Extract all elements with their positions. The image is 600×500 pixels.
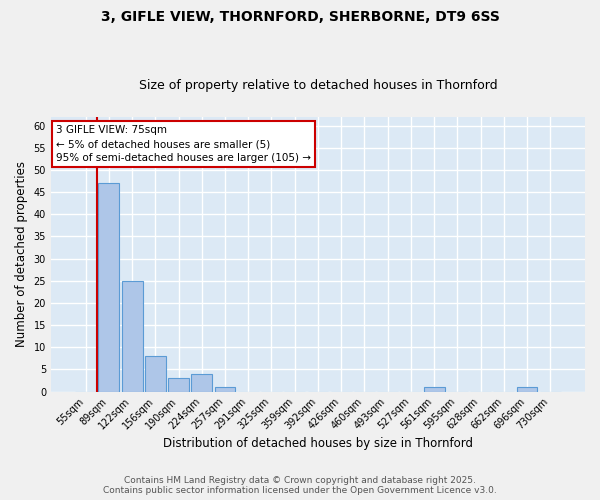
Y-axis label: Number of detached properties: Number of detached properties <box>15 161 28 347</box>
Bar <box>145 356 166 392</box>
Text: 3 GIFLE VIEW: 75sqm
← 5% of detached houses are smaller (5)
95% of semi-detached: 3 GIFLE VIEW: 75sqm ← 5% of detached hou… <box>56 125 311 163</box>
Title: Size of property relative to detached houses in Thornford: Size of property relative to detached ho… <box>139 79 497 92</box>
Bar <box>191 374 212 392</box>
Bar <box>424 387 445 392</box>
Bar <box>215 387 235 392</box>
Bar <box>168 378 189 392</box>
Bar <box>98 184 119 392</box>
Text: Contains HM Land Registry data © Crown copyright and database right 2025.
Contai: Contains HM Land Registry data © Crown c… <box>103 476 497 495</box>
Bar <box>122 281 143 392</box>
X-axis label: Distribution of detached houses by size in Thornford: Distribution of detached houses by size … <box>163 437 473 450</box>
Text: 3, GIFLE VIEW, THORNFORD, SHERBORNE, DT9 6SS: 3, GIFLE VIEW, THORNFORD, SHERBORNE, DT9… <box>101 10 499 24</box>
Bar <box>517 387 538 392</box>
